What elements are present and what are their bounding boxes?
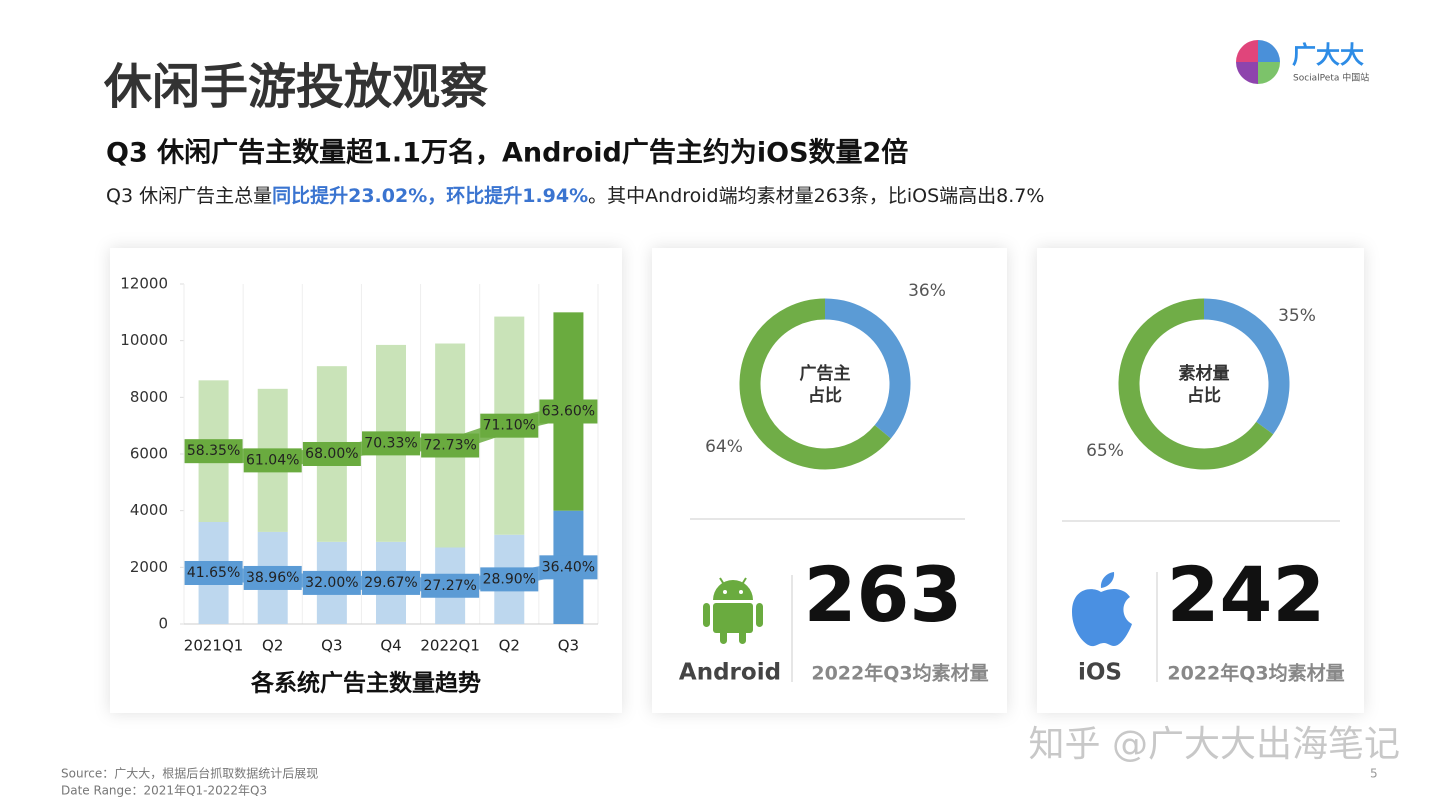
data-label: 72.73% [423,438,476,454]
data-label: 35% [1278,306,1316,326]
donut-slice [1118,298,1274,470]
donut-slice [1203,298,1290,435]
logo-sub: SocialPeta 中国站 [1293,72,1369,84]
donut-center-label: 广告主 [800,363,851,384]
android-eye [739,590,743,594]
y-tick-label: 8000 [130,388,168,406]
data-label: 36% [908,281,946,301]
summary: Q3 休闲广告主总量同比提升23.02%，环比提升1.94%。其中Android… [106,184,1044,207]
platform-label: Android [679,660,781,686]
watermark: 知乎 @广大大出海笔记 [1029,724,1400,765]
x-tick-label: Q2 [499,637,520,655]
data-label: 63.60% [542,404,595,420]
y-tick-label: 4000 [130,501,168,519]
page-number: 5 [1370,767,1378,781]
data-label: 32.00% [305,575,358,591]
stat-value: 263 [804,550,963,639]
headline: Q3 休闲广告主数量超1.1万名，Android广告主约为iOS数量2倍 [106,137,908,169]
android-panel [652,248,1007,713]
label-box [302,442,361,466]
data-label: 64% [705,437,743,457]
data-label: 70.33% [364,435,417,451]
logo-icon [1236,40,1280,84]
data-label: 71.10% [483,418,536,434]
label-box [243,448,302,473]
donut-slice [739,298,891,470]
label-box [480,567,539,592]
slide-title: 休闲手游投放观察 [103,59,488,115]
summary-text: Q3 休闲广告主总量 [106,185,272,207]
x-tick-label: Q3 [558,637,579,655]
android-eye [723,590,727,594]
label-box [421,573,480,598]
donut-slice [824,298,911,439]
data-label: 27.27% [423,578,476,594]
label-box [421,433,480,458]
x-tick-label: Q3 [321,637,342,655]
label-box [480,413,539,438]
label-box [243,565,302,590]
data-label: 68.00% [305,446,358,462]
data-label: 41.65% [187,565,240,581]
apple-icon [1072,572,1132,647]
data-label: 58.35% [187,443,240,459]
data-label: 29.67% [364,575,417,591]
data-label: 65% [1086,441,1124,461]
donut-center-label: 占比 [808,385,842,406]
donut-center-label: 素材量 [1179,363,1230,384]
x-tick-label: 2022Q1 [420,637,480,655]
data-label: 36.40% [542,559,595,575]
stat-caption: 2022年Q3均素材量 [811,662,988,685]
label-box [539,555,598,580]
y-tick-label: 0 [158,615,168,633]
x-tick-label: 2021Q1 [184,637,244,655]
x-tick-label: Q4 [380,637,401,655]
label-box [539,399,598,424]
y-tick-label: 6000 [130,445,168,463]
label-box [362,570,420,595]
platform-label: iOS [1078,660,1122,686]
data-label: 38.96% [246,570,299,586]
label-box [362,431,420,456]
data-label: 28.90% [483,571,536,587]
chart-title: 各系统广告主数量趋势 [250,670,481,697]
android-icon [703,577,763,644]
source: Source：广大大，根据后台抓取数据统计后展现 [61,766,318,781]
date-range: Date Range：2021年Q1-2022年Q3 [61,784,267,798]
summary-highlight: 同比提升23.02%，环比提升1.94% [272,184,588,207]
y-tick-label: 12000 [120,275,168,293]
label-box [302,570,361,595]
y-tick-label: 2000 [130,558,168,576]
donut-center-label: 占比 [1187,385,1221,406]
summary-text: 。其中Android端均素材量263条，比iOS端高出8.7% [588,185,1044,207]
data-label: 61.04% [246,452,299,468]
label-box [184,439,243,464]
label-box [184,561,243,585]
stat-value: 242 [1167,550,1326,639]
stat-caption: 2022年Q3均素材量 [1167,662,1344,685]
logo-text: 广大大 [1292,41,1364,69]
y-tick-label: 10000 [120,331,168,349]
x-tick-label: Q2 [262,637,283,655]
bar-panel [110,248,622,713]
